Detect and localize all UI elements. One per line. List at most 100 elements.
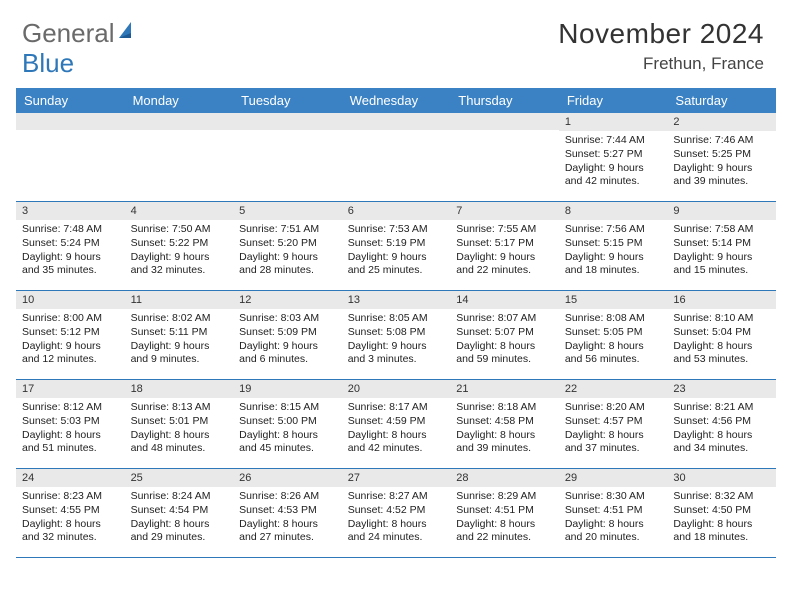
calendar: Sunday Monday Tuesday Wednesday Thursday… (16, 88, 776, 558)
day-cell: 6Sunrise: 7:53 AMSunset: 5:19 PMDaylight… (342, 202, 451, 290)
sunset-text: Sunset: 5:05 PM (565, 326, 662, 340)
daylight-text: Daylight: 9 hours and 35 minutes. (22, 251, 119, 278)
day-number: 17 (16, 380, 125, 398)
day-cell: 30Sunrise: 8:32 AMSunset: 4:50 PMDayligh… (667, 469, 776, 557)
day-cell: 23Sunrise: 8:21 AMSunset: 4:56 PMDayligh… (667, 380, 776, 468)
daylight-text: Daylight: 8 hours and 27 minutes. (239, 518, 336, 545)
sunset-text: Sunset: 4:51 PM (565, 504, 662, 518)
sunrise-text: Sunrise: 8:23 AM (22, 490, 119, 504)
day-cell: 27Sunrise: 8:27 AMSunset: 4:52 PMDayligh… (342, 469, 451, 557)
day-cell (16, 113, 125, 201)
sunrise-text: Sunrise: 8:24 AM (131, 490, 228, 504)
daylight-text: Daylight: 8 hours and 42 minutes. (348, 429, 445, 456)
daylight-text: Daylight: 9 hours and 12 minutes. (22, 340, 119, 367)
day-number: 6 (342, 202, 451, 220)
day-cell (233, 113, 342, 201)
day-number: 9 (667, 202, 776, 220)
logo-sail-icon (117, 20, 139, 42)
daylight-text: Daylight: 9 hours and 18 minutes. (565, 251, 662, 278)
day-cell: 11Sunrise: 8:02 AMSunset: 5:11 PMDayligh… (125, 291, 234, 379)
daylight-text: Daylight: 9 hours and 6 minutes. (239, 340, 336, 367)
day-number: 29 (559, 469, 668, 487)
sunset-text: Sunset: 5:11 PM (131, 326, 228, 340)
daylight-text: Daylight: 8 hours and 18 minutes. (673, 518, 770, 545)
sunset-text: Sunset: 4:54 PM (131, 504, 228, 518)
sunset-text: Sunset: 5:25 PM (673, 148, 770, 162)
day-number: 1 (559, 113, 668, 131)
day-number: 8 (559, 202, 668, 220)
daylight-text: Daylight: 9 hours and 3 minutes. (348, 340, 445, 367)
day-number: 22 (559, 380, 668, 398)
day-cell: 29Sunrise: 8:30 AMSunset: 4:51 PMDayligh… (559, 469, 668, 557)
daylight-text: Daylight: 8 hours and 37 minutes. (565, 429, 662, 456)
day-number: 14 (450, 291, 559, 309)
day-cell: 25Sunrise: 8:24 AMSunset: 4:54 PMDayligh… (125, 469, 234, 557)
day-number: 19 (233, 380, 342, 398)
sunrise-text: Sunrise: 7:58 AM (673, 223, 770, 237)
sunrise-text: Sunrise: 8:21 AM (673, 401, 770, 415)
daylight-text: Daylight: 9 hours and 39 minutes. (673, 162, 770, 189)
sunrise-text: Sunrise: 8:18 AM (456, 401, 553, 415)
day-cell: 22Sunrise: 8:20 AMSunset: 4:57 PMDayligh… (559, 380, 668, 468)
title-block: November 2024 Frethun, France (558, 18, 764, 74)
day-cell: 13Sunrise: 8:05 AMSunset: 5:08 PMDayligh… (342, 291, 451, 379)
empty-day (233, 113, 342, 130)
day-cell: 1Sunrise: 7:44 AMSunset: 5:27 PMDaylight… (559, 113, 668, 201)
sunset-text: Sunset: 5:03 PM (22, 415, 119, 429)
sunrise-text: Sunrise: 7:50 AM (131, 223, 228, 237)
day-cell: 15Sunrise: 8:08 AMSunset: 5:05 PMDayligh… (559, 291, 668, 379)
sunset-text: Sunset: 5:09 PM (239, 326, 336, 340)
sunset-text: Sunset: 5:22 PM (131, 237, 228, 251)
daylight-text: Daylight: 9 hours and 42 minutes. (565, 162, 662, 189)
day-cell: 20Sunrise: 8:17 AMSunset: 4:59 PMDayligh… (342, 380, 451, 468)
sunset-text: Sunset: 5:14 PM (673, 237, 770, 251)
empty-day (450, 113, 559, 130)
day-cell: 18Sunrise: 8:13 AMSunset: 5:01 PMDayligh… (125, 380, 234, 468)
day-number: 26 (233, 469, 342, 487)
daylight-text: Daylight: 8 hours and 51 minutes. (22, 429, 119, 456)
day-number: 12 (233, 291, 342, 309)
sunset-text: Sunset: 5:27 PM (565, 148, 662, 162)
sunrise-text: Sunrise: 7:53 AM (348, 223, 445, 237)
sunrise-text: Sunrise: 8:20 AM (565, 401, 662, 415)
daylight-text: Daylight: 8 hours and 53 minutes. (673, 340, 770, 367)
day-cell: 26 Sunrise: 8:26 AMSunset: 4:53 PMDayligh… (233, 469, 342, 557)
sunrise-text: Sunrise: 8:02 AM (131, 312, 228, 326)
page-title: November 2024 (558, 18, 764, 50)
logo: General (22, 18, 139, 49)
sunrise-text: Sunrise: 8:26 AM (239, 490, 336, 504)
daylight-text: Daylight: 9 hours and 22 minutes. (456, 251, 553, 278)
sunrise-text: Sunrise: 8:30 AM (565, 490, 662, 504)
sunset-text: Sunset: 4:58 PM (456, 415, 553, 429)
daylight-text: Daylight: 9 hours and 15 minutes. (673, 251, 770, 278)
sunset-text: Sunset: 5:08 PM (348, 326, 445, 340)
sunset-text: Sunset: 5:19 PM (348, 237, 445, 251)
week-row: 17Sunrise: 8:12 AMSunset: 5:03 PMDayligh… (16, 380, 776, 469)
sunset-text: Sunset: 4:53 PM (239, 504, 336, 518)
daylight-text: Daylight: 8 hours and 48 minutes. (131, 429, 228, 456)
day-cell: 7Sunrise: 7:55 AMSunset: 5:17 PMDaylight… (450, 202, 559, 290)
day-number: 5 (233, 202, 342, 220)
sunset-text: Sunset: 5:17 PM (456, 237, 553, 251)
daylight-text: Daylight: 8 hours and 39 minutes. (456, 429, 553, 456)
sunrise-text: Sunrise: 8:12 AM (22, 401, 119, 415)
day-cell: 3Sunrise: 7:48 AMSunset: 5:24 PMDaylight… (16, 202, 125, 290)
week-row: 3Sunrise: 7:48 AMSunset: 5:24 PMDaylight… (16, 202, 776, 291)
sunrise-text: Sunrise: 8:08 AM (565, 312, 662, 326)
sunrise-text: Sunrise: 8:00 AM (22, 312, 119, 326)
week-row: 24Sunrise: 8:23 AMSunset: 4:55 PMDayligh… (16, 469, 776, 558)
sunrise-text: Sunrise: 8:29 AM (456, 490, 553, 504)
day-number: 20 (342, 380, 451, 398)
sunrise-text: Sunrise: 8:17 AM (348, 401, 445, 415)
week-row: 10Sunrise: 8:00 AMSunset: 5:12 PMDayligh… (16, 291, 776, 380)
sunset-text: Sunset: 4:52 PM (348, 504, 445, 518)
day-cell: 19Sunrise: 8:15 AMSunset: 5:00 PMDayligh… (233, 380, 342, 468)
day-cell: 12Sunrise: 8:03 AMSunset: 5:09 PMDayligh… (233, 291, 342, 379)
day-number: 7 (450, 202, 559, 220)
sunrise-text: Sunrise: 8:32 AM (673, 490, 770, 504)
location-label: Frethun, France (558, 54, 764, 74)
day-number: 28 (450, 469, 559, 487)
empty-day (16, 113, 125, 130)
daylight-text: Daylight: 9 hours and 28 minutes. (239, 251, 336, 278)
day-header: Friday (559, 88, 668, 113)
